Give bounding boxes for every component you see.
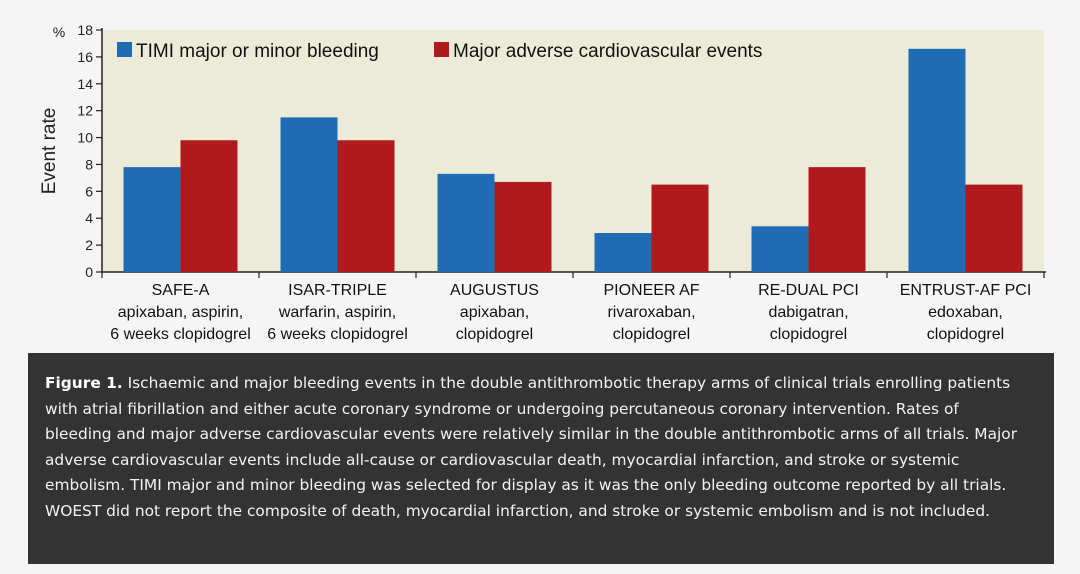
y-axis-unit: % (53, 24, 65, 40)
y-tick-label: 14 (77, 76, 93, 92)
legend: TIMI major or minor bleeding Major advers… (117, 41, 762, 62)
figure-caption: Figure 1. Ischaemic and major bleeding e… (28, 353, 1054, 564)
legend-label: TIMI major or minor bleeding (136, 41, 379, 62)
x-category-sublabel: 6 weeks clopidogrel (110, 326, 251, 343)
x-category-sublabel: 6 weeks clopidogrel (267, 326, 408, 343)
x-category-sublabel: warfarin, aspirin, (278, 304, 396, 321)
bar-mace (651, 184, 709, 272)
x-category-label: SAFE-A (152, 282, 210, 299)
legend-swatch (434, 42, 449, 57)
x-category-sublabel: clopidogrel (613, 326, 690, 343)
y-tick-label: 18 (77, 22, 93, 38)
x-category-label: PIONEER AF (603, 282, 699, 299)
bar-bleeding (437, 173, 495, 272)
y-axis-title: Event rate (39, 108, 60, 195)
bar-bleeding (594, 233, 652, 272)
x-category-sublabel: dabigatran, (768, 304, 848, 321)
x-category-label: ENTRUST-AF PCI (900, 282, 1032, 299)
bar-bleeding (751, 226, 809, 272)
y-axis: 0 2 4 6 8 10 12 14 16 18 (77, 22, 103, 280)
x-category-sublabel: apixaban, aspirin, (118, 304, 243, 321)
y-tick-label: 4 (85, 210, 93, 226)
x-axis: SAFE-A apixaban, aspirin, 6 weeks clopidog… (101, 271, 1046, 343)
legend-swatch (117, 42, 132, 57)
y-tick-label: 0 (85, 264, 93, 280)
bar-mace (180, 140, 238, 272)
bar-mace (494, 181, 552, 272)
x-category-sublabel: apixaban, (460, 304, 529, 321)
bar-bleeding (123, 167, 181, 272)
caption-label: Figure 1. (45, 374, 123, 392)
plot-background (102, 30, 1044, 272)
x-category-sublabel: edoxaban, (928, 304, 1003, 321)
bar-mace (337, 140, 395, 272)
bar-bleeding (908, 48, 966, 273)
y-tick-label: 8 (85, 156, 93, 172)
y-tick-label: 10 (77, 130, 93, 146)
y-tick-label: 2 (85, 237, 93, 253)
y-tick-label: 16 (77, 49, 93, 65)
y-tick-label: 12 (77, 103, 93, 119)
legend-label: Major adverse cardiovascular events (453, 41, 762, 62)
x-category-sublabel: clopidogrel (456, 326, 533, 343)
figure: 0 2 4 6 8 10 12 14 16 18 SAFE-A apixaban, aspirin,… (28, 14, 1054, 564)
x-category-sublabel: clopidogrel (927, 326, 1004, 343)
x-category-sublabel: rivaroxaban, (607, 304, 695, 321)
bar-bleeding (280, 117, 338, 272)
x-category-label: AUGUSTUS (450, 282, 539, 299)
x-category-label: RE-DUAL PCI (758, 282, 859, 299)
y-tick-label: 6 (85, 183, 93, 199)
bars (123, 48, 1023, 273)
bar-mace (808, 167, 866, 272)
x-category-label: ISAR-TRIPLE (288, 282, 387, 299)
caption-text: Ischaemic and major bleeding events in t… (45, 374, 1018, 520)
x-category-sublabel: clopidogrel (770, 326, 847, 343)
bar-mace (965, 184, 1023, 272)
bar-chart: 0 2 4 6 8 10 12 14 16 18 SAFE-A apixaban, aspirin,… (39, 22, 1046, 343)
